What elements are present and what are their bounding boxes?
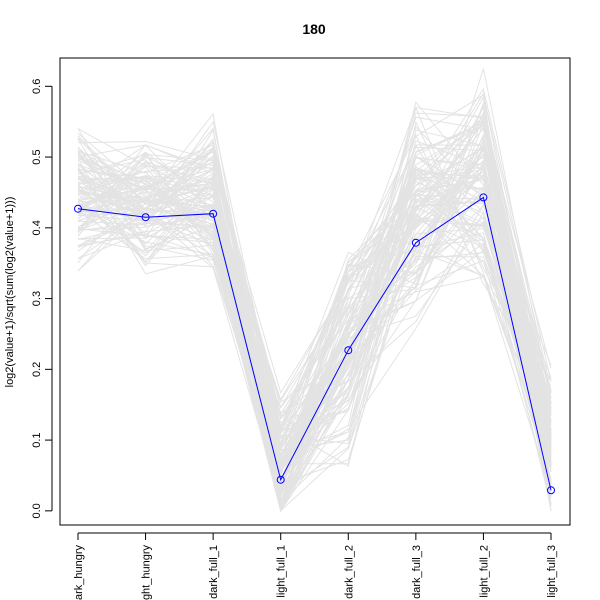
highlight-point	[344, 346, 353, 355]
background-line	[77, 167, 552, 469]
background-line	[77, 189, 552, 452]
background-line	[77, 114, 552, 511]
background-line	[77, 155, 552, 451]
background-line	[77, 140, 552, 465]
x-tick-label: light_full_3	[546, 545, 558, 598]
background-lines	[77, 68, 552, 513]
background-line	[77, 160, 552, 448]
background-line	[77, 121, 552, 487]
background-line	[77, 140, 552, 508]
background-line	[77, 92, 552, 448]
chart-title: 180	[302, 21, 326, 37]
y-tick-label: 0.5	[31, 149, 43, 164]
y-tick-label: 0.4	[31, 220, 43, 235]
highlight-series	[74, 193, 555, 495]
highlight-point	[141, 213, 150, 222]
background-line	[77, 152, 552, 471]
x-tick-label: dark_full_3	[411, 545, 423, 599]
x-tick-label: ark_hungry	[73, 545, 85, 600]
background-line	[77, 146, 552, 465]
background-line	[77, 133, 552, 496]
y-tick-label: 0.0	[31, 503, 43, 518]
background-line	[77, 166, 552, 492]
background-line	[77, 151, 552, 481]
y-axis: 0.0 0.1 0.2 0.3 0.4 0.5 0.6	[31, 79, 53, 518]
background-line	[77, 147, 552, 482]
x-tick-label: dark_full_2	[343, 545, 355, 599]
highlight-point	[209, 209, 218, 218]
background-line	[77, 169, 552, 513]
background-line	[77, 175, 552, 504]
background-line	[77, 138, 552, 470]
y-axis-label: log2(value+1)/sqrt(sum(log2(value+1)))	[4, 197, 16, 388]
background-line	[77, 148, 552, 447]
background-line	[77, 191, 552, 504]
highlight-point	[411, 238, 420, 247]
highlight-point	[276, 475, 285, 484]
highlight-point	[479, 193, 488, 202]
background-line	[77, 121, 552, 475]
x-axis: ark_hungry ght_hungry dark_full_1 light_ful…	[73, 532, 558, 600]
highlight-point	[74, 204, 82, 213]
x-tick-label: light_full_2	[478, 545, 490, 598]
background-line	[77, 112, 552, 472]
background-line	[77, 144, 552, 496]
plot-frame	[59, 57, 571, 526]
highlight-point	[547, 486, 555, 495]
background-line	[77, 137, 552, 479]
background-line	[77, 179, 552, 499]
background-line	[77, 179, 552, 471]
x-tick-label: dark_full_1	[208, 545, 220, 599]
background-line	[77, 132, 552, 458]
background-line	[77, 123, 552, 476]
y-tick-label: 0.2	[31, 362, 43, 377]
background-line	[77, 127, 552, 424]
highlight-line	[77, 196, 552, 491]
y-tick-label: 0.3	[31, 291, 43, 306]
y-tick-label: 0.1	[31, 432, 43, 447]
background-line	[77, 173, 552, 452]
y-tick-label: 0.6	[31, 79, 43, 94]
x-tick-label: light_full_1	[276, 545, 288, 598]
x-tick-label: ght_hungry	[141, 545, 153, 600]
